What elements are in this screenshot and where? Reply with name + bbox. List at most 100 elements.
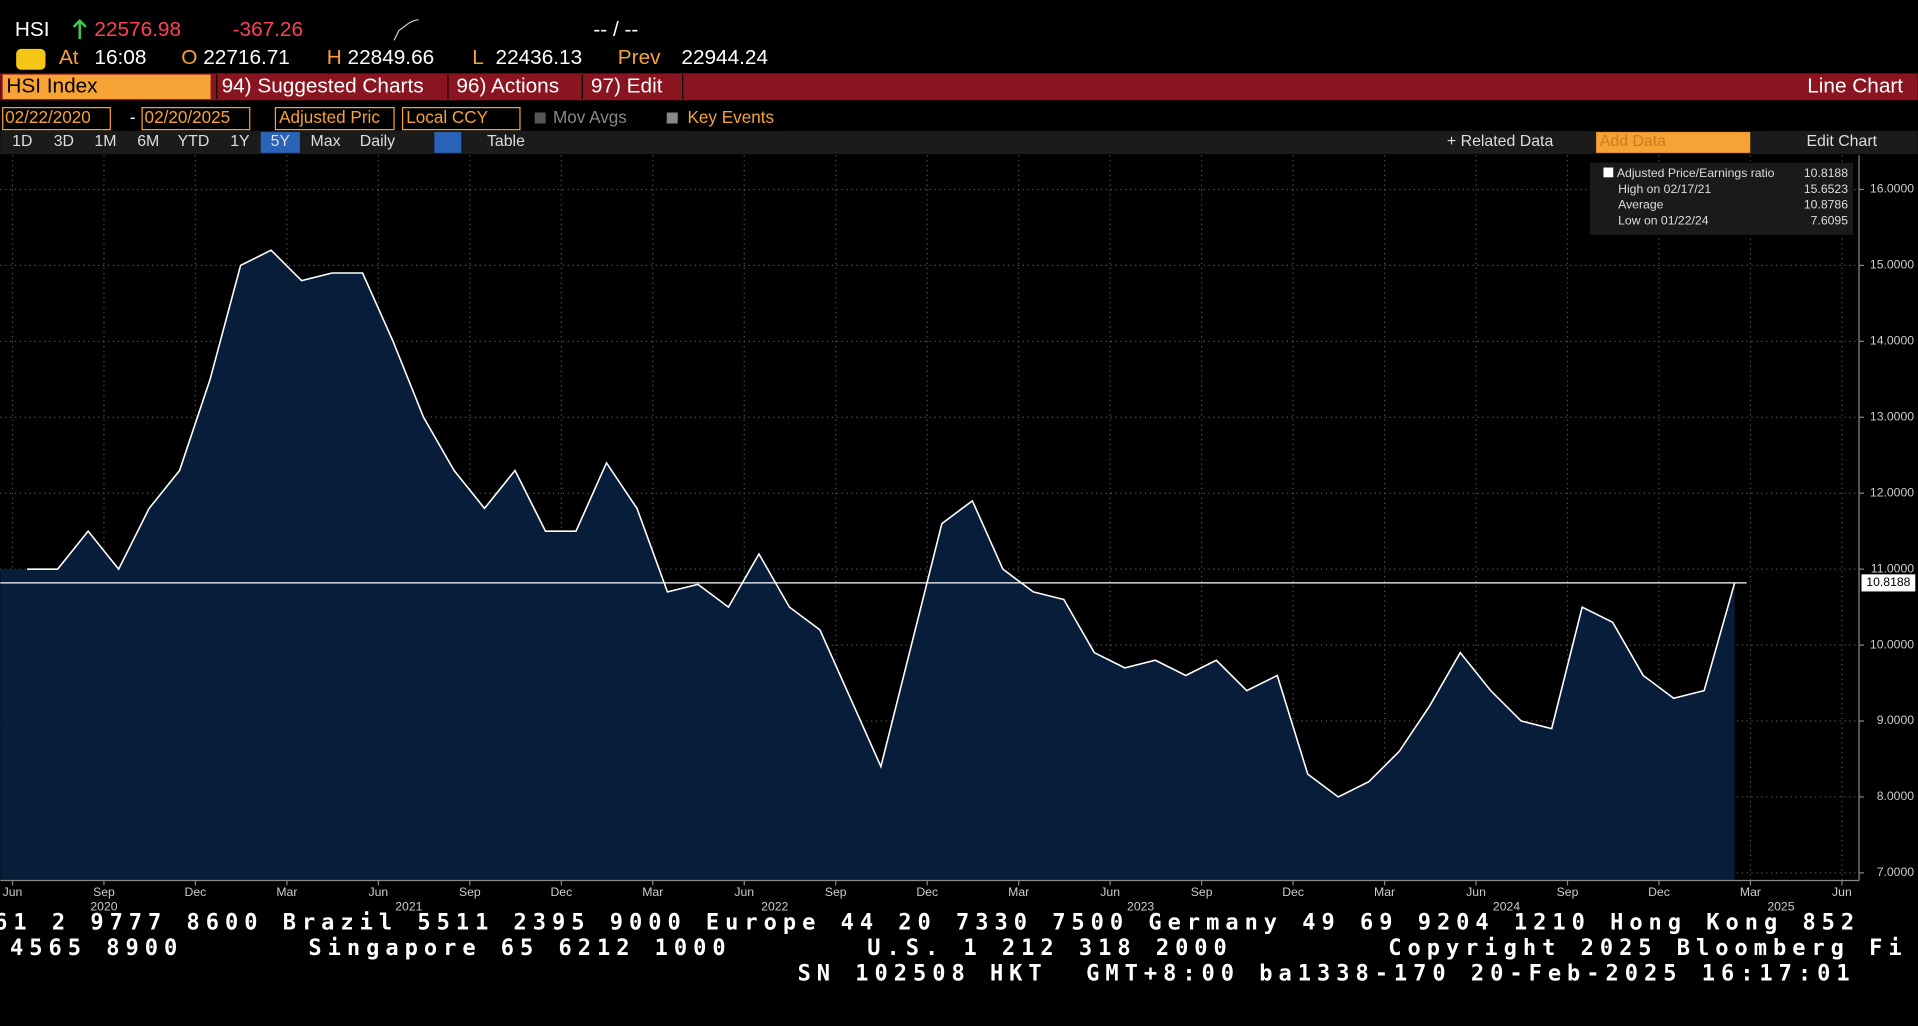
x-tick-label: Sep: [1557, 885, 1579, 899]
active-period: [260, 132, 300, 153]
x-tick-label: Dec: [1648, 885, 1670, 899]
end-box[interactable]: [141, 107, 251, 131]
plot: [0, 249, 1736, 881]
last-value-label: 10.8188: [1866, 575, 1910, 589]
time: 16:08: [94, 46, 146, 69]
bid-ask: -- / --: [593, 18, 638, 41]
x-tick-label: Jun: [3, 885, 23, 899]
x-year-label: 2023: [1127, 900, 1154, 914]
security-box[interactable]: [2, 74, 211, 100]
high: 22849.66: [348, 46, 435, 69]
key-events[interactable]: Key Events: [688, 108, 775, 127]
x-tick-label: Sep: [93, 885, 115, 899]
period-button[interactable]: Max: [311, 133, 341, 150]
field[interactable]: Adjusted Pric: [279, 108, 380, 127]
currency[interactable]: Local CCY: [406, 108, 488, 127]
checkbox[interactable]: [666, 112, 678, 124]
x-tick-label: Mar: [1374, 885, 1395, 899]
x-tick-label: Jun: [1100, 885, 1120, 899]
line: [27, 249, 1736, 798]
add-data[interactable]: Add Data: [1600, 133, 1666, 150]
date-separator: -: [130, 108, 136, 127]
menu[interactable]: 96) Actions: [456, 74, 559, 97]
legend-value: 7.6095: [1811, 214, 1849, 228]
field-box[interactable]: [274, 107, 395, 131]
edit-chart[interactable]: Edit Chart: [1806, 133, 1877, 150]
start-date[interactable]: 02/22/2020: [5, 108, 91, 127]
period-button[interactable]: 1D: [12, 133, 32, 150]
end-date[interactable]: 02/20/2025: [145, 108, 231, 127]
period-button[interactable]: 3D: [54, 133, 74, 150]
currency-box[interactable]: [401, 107, 521, 131]
footer-line: Copyright 2025 Bloomberg Fi: [1388, 936, 1907, 961]
x-tick-label: Dec: [916, 885, 938, 899]
change: -367.26: [233, 18, 303, 41]
legend-box: [1590, 162, 1853, 235]
legend-value: 10.8188: [1804, 166, 1848, 180]
start-box[interactable]: [2, 107, 111, 131]
y-tick-label: 9.0000: [1877, 713, 1915, 727]
x-tick-label: Dec: [1282, 885, 1304, 899]
open-label: O: [181, 46, 197, 69]
x-tick-label: Mar: [1008, 885, 1029, 899]
x-tick-label: Mar: [276, 885, 297, 899]
add-data-box[interactable]: [1596, 132, 1751, 153]
x-year-label: 2022: [761, 900, 788, 914]
high-label: H: [327, 46, 342, 69]
chart-icon[interactable]: [434, 132, 462, 153]
footer-line: 61 2 9777 8600 Brazil 5511 2395 9000 Eur…: [0, 910, 1860, 935]
y-tick-label: 14.0000: [1870, 334, 1914, 348]
x-year-label: 2021: [395, 900, 422, 914]
range-bar: [0, 130, 1918, 155]
y-tick-label: 7.0000: [1877, 865, 1915, 879]
footer-line: SN 102508 HKT GMT+8:00 ba1338-170 20-Feb…: [798, 962, 1856, 987]
x-tick-label: Mar: [1740, 885, 1761, 899]
x-tick-label: Dec: [550, 885, 572, 899]
y-tick-label: 8.0000: [1877, 789, 1915, 803]
x-year-label: 2020: [90, 900, 117, 914]
area: [0, 250, 1735, 881]
x-tick-label: Sep: [1191, 885, 1213, 899]
chart-type[interactable]: Line Chart: [1807, 74, 1903, 97]
ticker: HSI: [15, 18, 50, 41]
x-year-label: 2025: [1767, 900, 1794, 914]
checkbox[interactable]: [534, 112, 546, 124]
legend-swatch: [1603, 167, 1614, 178]
y-tick-label: 11.0000: [1871, 561, 1914, 575]
x-tick-label: Sep: [459, 885, 481, 899]
table-button[interactable]: Table: [487, 133, 525, 150]
footer-line: 4565 8900: [10, 936, 183, 961]
period-button[interactable]: 1M: [94, 133, 116, 150]
y-tick-label: 13.0000: [1870, 410, 1914, 424]
sparkline: [393, 18, 419, 41]
legend-label: Adjusted Price/Earnings ratio: [1617, 166, 1775, 180]
x-tick-label: Jun: [734, 885, 754, 899]
x-tick-label: Jun: [1466, 885, 1486, 899]
related-data[interactable]: + Related Data: [1447, 133, 1554, 150]
period-button[interactable]: 1Y: [230, 133, 250, 150]
menu[interactable]: 94) Suggested Charts: [222, 74, 424, 97]
period-button[interactable]: 5Y: [271, 133, 291, 150]
y-tick-label: 16.0000: [1870, 182, 1914, 196]
prev-label: Prev: [618, 46, 661, 69]
legend-label: Average: [1618, 198, 1663, 212]
legend-value: 15.6523: [1804, 182, 1848, 196]
period-button[interactable]: YTD: [178, 133, 210, 150]
y-tick-label: 10.0000: [1870, 637, 1914, 651]
x-tick-label: Jun: [369, 885, 389, 899]
y-tick-label: 15.0000: [1870, 258, 1914, 272]
period-button[interactable]: 6M: [137, 133, 159, 150]
low: 22436.13: [496, 46, 583, 69]
x-tick-label: Dec: [185, 885, 207, 899]
footer-line: U.S. 1 212 318 2000: [867, 936, 1233, 961]
security[interactable]: HSI Index: [6, 74, 98, 97]
mov-avgs[interactable]: Mov Avgs: [553, 108, 627, 127]
last-value-box: [1861, 574, 1916, 592]
chart: 10.81887.00008.00009.000010.000011.00001…: [0, 155, 1916, 914]
menu[interactable]: 97) Edit: [591, 74, 663, 97]
price: 22576.98: [94, 18, 181, 41]
low-label: L: [472, 46, 484, 69]
frequency[interactable]: Daily: [360, 133, 395, 150]
alert-icon[interactable]: [16, 48, 46, 70]
